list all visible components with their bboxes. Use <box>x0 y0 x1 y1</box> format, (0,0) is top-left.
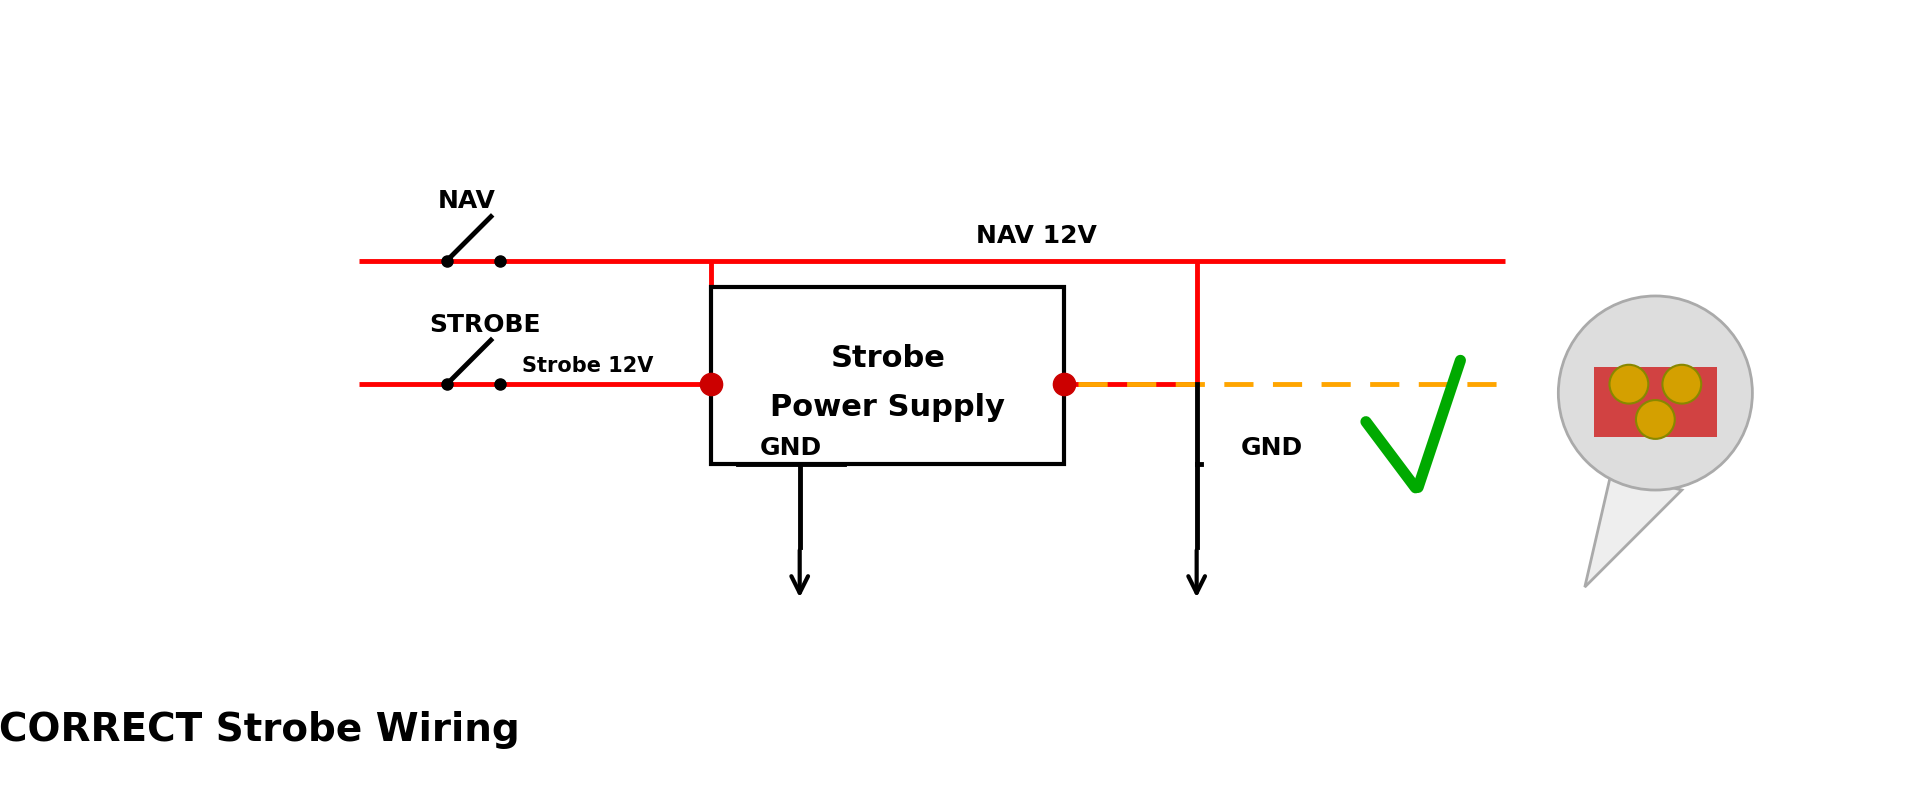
Text: NAV: NAV <box>438 189 495 213</box>
Text: GND: GND <box>1240 435 1304 460</box>
Text: GND: GND <box>760 435 822 460</box>
Polygon shape <box>1584 473 1682 587</box>
Text: CORRECT Strobe Wiring: CORRECT Strobe Wiring <box>0 711 520 748</box>
Ellipse shape <box>1559 297 1753 491</box>
Circle shape <box>1609 366 1647 404</box>
Text: Strobe: Strobe <box>831 344 945 373</box>
Bar <box>1594 367 1716 438</box>
Circle shape <box>1636 400 1674 439</box>
Text: STROBE: STROBE <box>430 312 541 336</box>
Bar <box>712 288 1064 464</box>
Circle shape <box>1663 366 1701 404</box>
Text: Strobe 12V: Strobe 12V <box>522 356 653 376</box>
Text: NAV 12V: NAV 12V <box>975 225 1096 248</box>
Text: Power Supply: Power Supply <box>770 392 1006 421</box>
